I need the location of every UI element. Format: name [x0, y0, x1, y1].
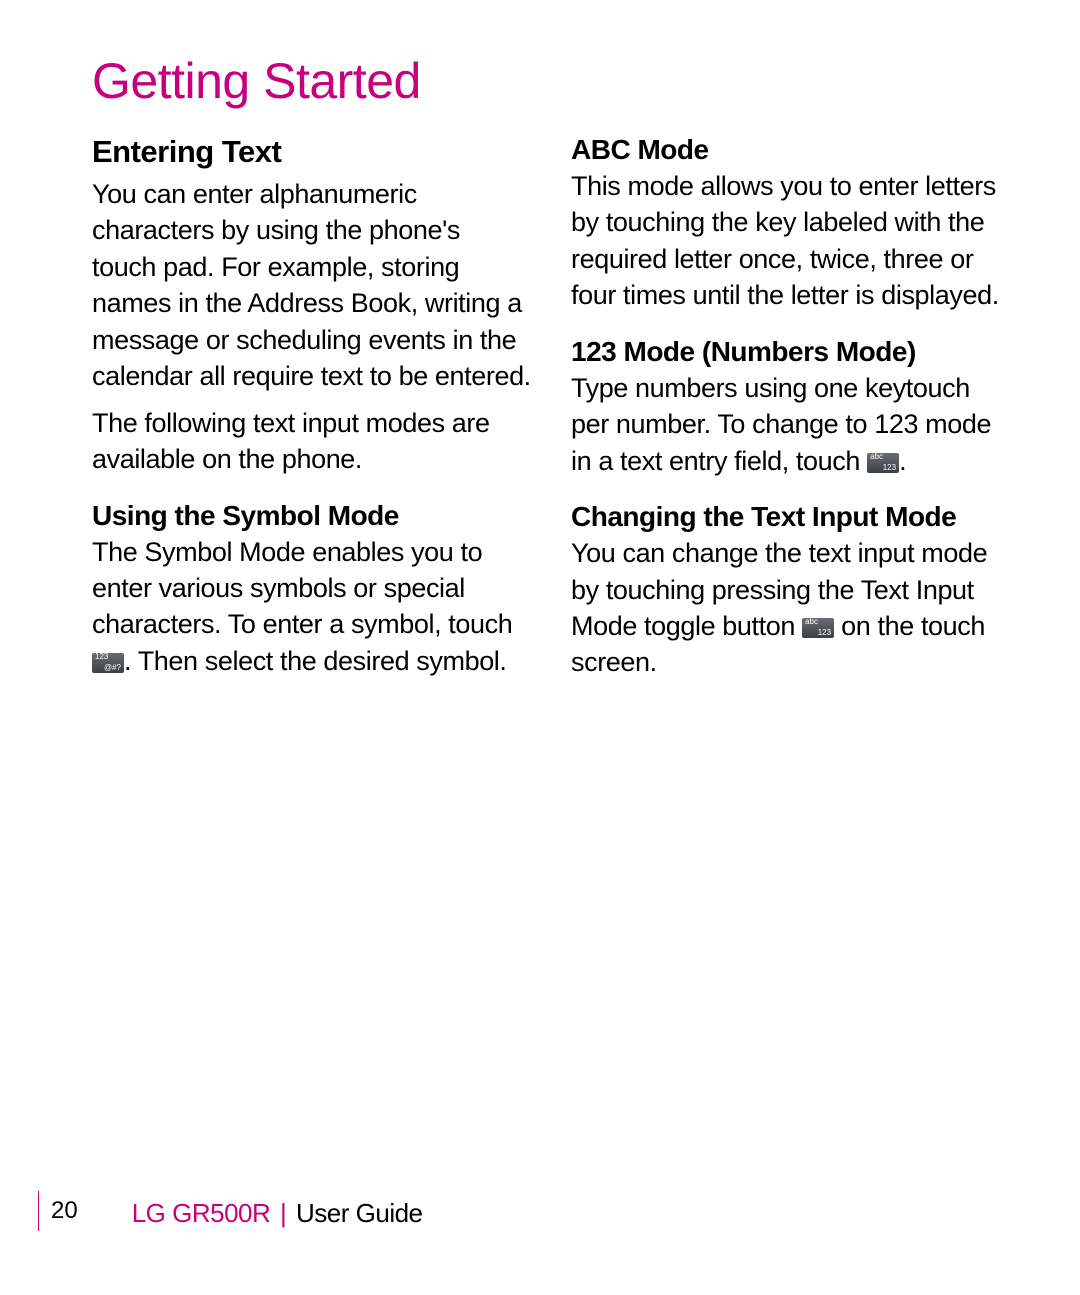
page-number-tab: 20 [38, 1191, 78, 1231]
footer-guide-label: User Guide [296, 1198, 423, 1228]
document-page: Getting Started Entering Text You can en… [0, 0, 1080, 1295]
sub-heading-abc-mode: ABC Mode [571, 134, 1010, 166]
right-column: ABC Mode This mode allows you to enter l… [571, 134, 1010, 691]
sub-heading-changing-mode: Changing the Text Input Mode [571, 501, 1010, 533]
body-text: . [899, 446, 906, 476]
page-number: 20 [51, 1197, 78, 1224]
sub-heading-123-mode: 123 Mode (Numbers Mode) [571, 336, 1010, 368]
body-paragraph: This mode allows you to enter letters by… [571, 168, 1010, 314]
page-footer: 20 LG GR500R | User Guide [38, 1191, 423, 1231]
body-text: The Symbol Mode enables you to enter var… [92, 537, 512, 640]
body-paragraph: The Symbol Mode enables you to enter var… [92, 534, 531, 680]
footer-separator: | [277, 1198, 289, 1228]
body-text: Type numbers using one keytouch per numb… [571, 373, 991, 476]
body-paragraph: You can change the text input mode by to… [571, 535, 1010, 681]
icon-label-top: abc [870, 452, 883, 463]
section-heading-entering-text: Entering Text [92, 134, 531, 170]
symbol-mode-key-icon: 123@#? [92, 653, 124, 673]
icon-label-top: 123 [95, 652, 108, 663]
footer-model: LG GR500R [132, 1198, 271, 1228]
content-columns: Entering Text You can enter alphanumeric… [92, 134, 1010, 691]
text-mode-toggle-icon: abc123 [802, 618, 834, 638]
icon-label-bottom: 123 [883, 463, 896, 474]
body-paragraph: You can enter alphanumeric characters by… [92, 176, 531, 395]
body-paragraph: The following text input modes are avail… [92, 405, 531, 478]
body-paragraph: Type numbers using one keytouch per numb… [571, 370, 1010, 479]
footer-text: LG GR500R | User Guide [132, 1198, 423, 1231]
body-text: . Then select the desired symbol. [124, 646, 507, 676]
icon-label-bottom: 123 [818, 628, 831, 639]
left-column: Entering Text You can enter alphanumeric… [92, 134, 531, 691]
abc-123-key-icon: abc123 [867, 453, 899, 473]
icon-label-top: abc [805, 617, 818, 628]
icon-label-bottom: @#? [104, 663, 121, 674]
sub-heading-symbol-mode: Using the Symbol Mode [92, 500, 531, 532]
chapter-title: Getting Started [92, 52, 1010, 110]
